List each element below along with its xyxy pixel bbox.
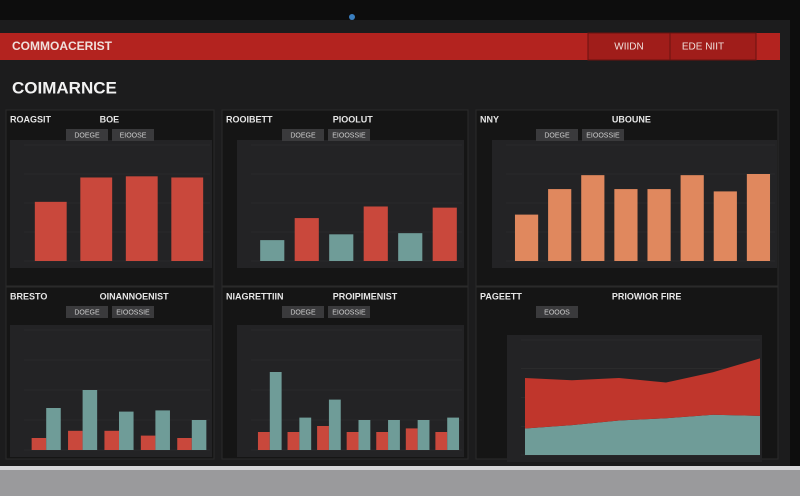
camera <box>349 14 355 20</box>
bar <box>46 408 61 450</box>
area <box>525 414 760 455</box>
panel-title: NIAGRETTIIN <box>226 291 284 301</box>
bar <box>614 189 638 261</box>
bar <box>746 174 771 261</box>
bar <box>417 420 430 450</box>
panel-title: NNY <box>480 114 499 124</box>
bar <box>191 420 207 450</box>
bar <box>80 177 113 261</box>
panel-title: ROOIBETT <box>226 114 273 124</box>
tab-label[interactable]: EIOOSSIE <box>332 309 366 316</box>
panel-subtitle: OINANNOENIST <box>100 291 170 301</box>
panel-subtitle: PROIPIMENIST <box>333 291 398 301</box>
bar <box>548 189 572 261</box>
tab[interactable] <box>582 129 624 141</box>
bar <box>294 218 319 261</box>
bar <box>358 420 371 450</box>
panel-subtitle: BOE <box>100 114 120 124</box>
laptop-edge <box>0 466 800 470</box>
tab[interactable] <box>536 306 578 318</box>
bar <box>514 214 539 261</box>
tab-label[interactable]: DOEGE <box>290 309 316 316</box>
bar <box>269 372 282 450</box>
bar <box>125 176 158 261</box>
bar <box>257 432 270 450</box>
bar <box>287 432 300 450</box>
tab-label[interactable]: EIOOSSIE <box>586 132 620 139</box>
panel-subtitle: PRIOWIOR FIRE <box>612 291 682 301</box>
tab[interactable] <box>328 129 370 141</box>
tab-label[interactable]: DOEGE <box>74 309 100 316</box>
bar <box>647 189 671 261</box>
header-button[interactable] <box>669 32 757 61</box>
tab[interactable] <box>112 306 154 318</box>
bar <box>328 399 341 450</box>
tab[interactable] <box>66 306 108 318</box>
bar <box>398 233 423 261</box>
panel-subtitle: UBOUNE <box>612 114 651 124</box>
tab[interactable] <box>112 129 154 141</box>
page-title: COIMARNCE <box>12 78 117 97</box>
brand: COMMOACERIST <box>12 39 113 53</box>
tab-label[interactable]: EIOOSSIE <box>116 309 150 316</box>
tab-label[interactable]: DOEGE <box>74 132 100 139</box>
panel-subtitle: PIOOLUT <box>333 114 374 124</box>
bar <box>299 417 312 450</box>
panel-title: PAGEETT <box>480 291 522 301</box>
panel-title: BRESTO <box>10 291 47 301</box>
bar <box>31 438 47 450</box>
tab-label[interactable]: DOEGE <box>290 132 316 139</box>
header-button-label[interactable]: EDE NIIT <box>682 42 724 53</box>
bar <box>260 240 285 261</box>
tab-label[interactable]: EIOOSE <box>120 132 147 139</box>
bar <box>317 426 329 450</box>
bar <box>177 438 192 450</box>
tab-label[interactable]: EIOOSSIE <box>332 132 366 139</box>
header-button-label[interactable]: WIIDN <box>614 42 643 53</box>
bar <box>713 191 737 261</box>
bar <box>581 175 605 261</box>
bar <box>104 430 119 450</box>
bar <box>171 177 204 261</box>
bar <box>405 428 418 450</box>
tab[interactable] <box>536 129 578 141</box>
bar <box>119 411 134 450</box>
bar <box>140 435 156 450</box>
tab[interactable] <box>328 306 370 318</box>
tab-label[interactable]: DOEGE <box>544 132 570 139</box>
panel-title: ROAGSIT <box>10 114 52 124</box>
bar <box>68 430 83 450</box>
tab-label[interactable]: EOOOS <box>544 309 570 316</box>
bar <box>82 390 98 450</box>
bar <box>680 175 704 261</box>
bar <box>346 432 359 450</box>
area <box>525 358 760 429</box>
bar <box>388 420 400 450</box>
laptop-base <box>0 466 800 496</box>
bar <box>376 432 389 450</box>
bar <box>363 206 388 261</box>
bar <box>329 234 354 261</box>
tab[interactable] <box>66 129 108 141</box>
bar <box>155 410 170 450</box>
bar <box>432 207 457 261</box>
bar <box>447 417 460 450</box>
tab[interactable] <box>282 306 324 318</box>
tab[interactable] <box>282 129 324 141</box>
bar <box>435 432 448 450</box>
bar <box>34 201 67 261</box>
